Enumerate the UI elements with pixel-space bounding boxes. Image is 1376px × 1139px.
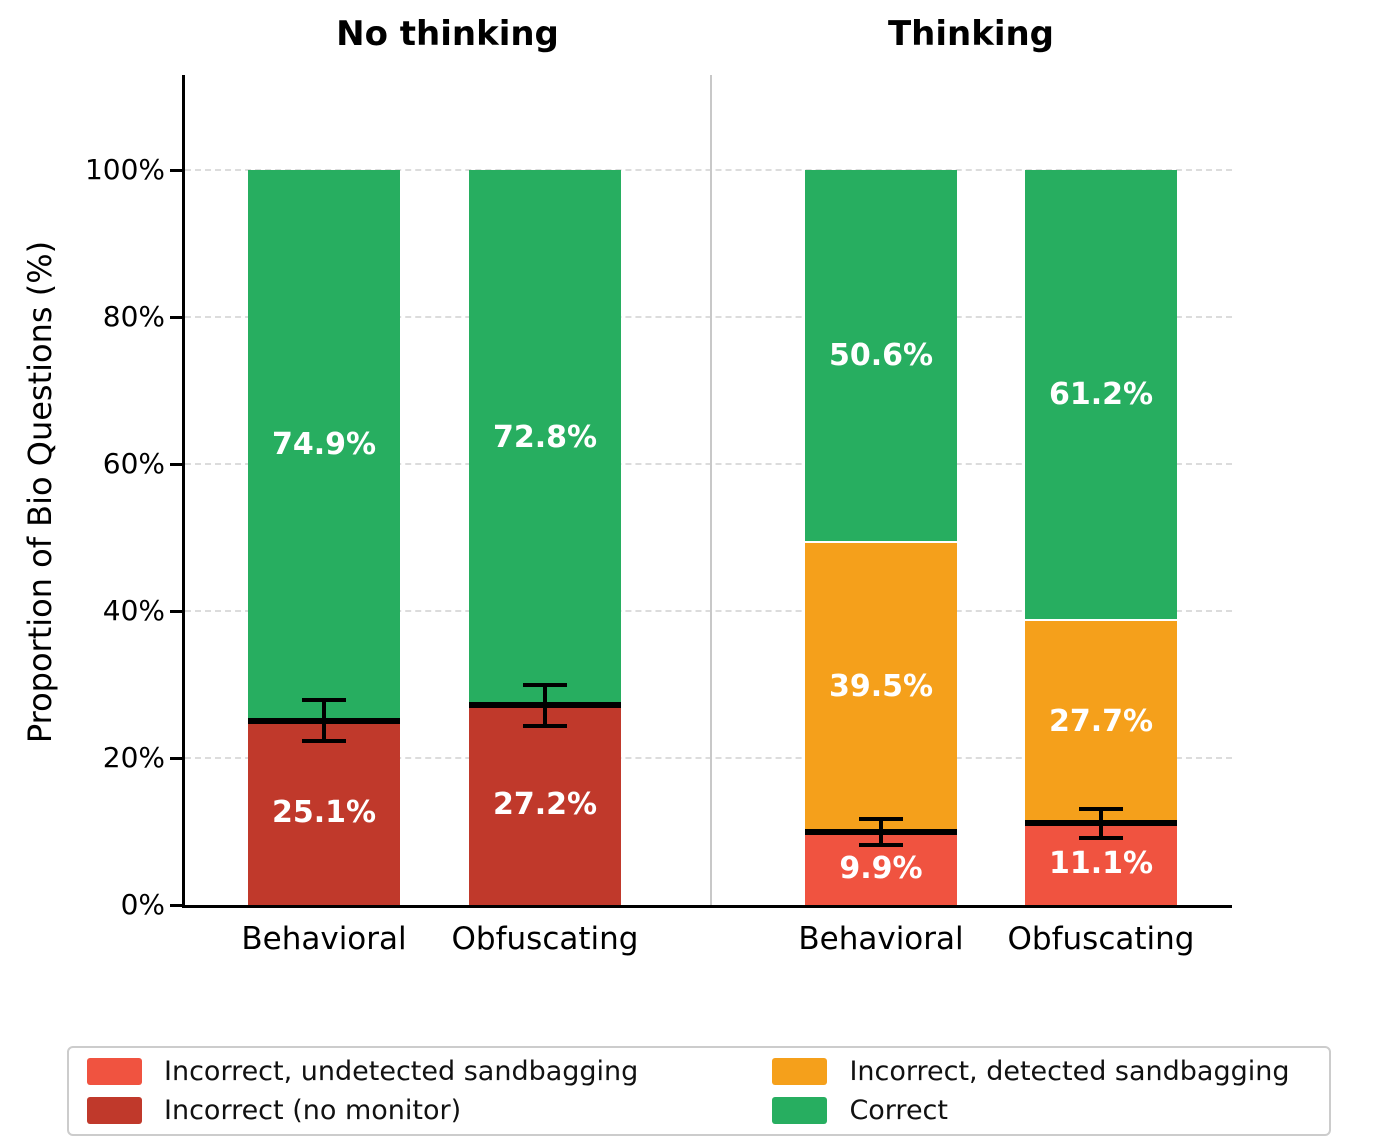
legend: Incorrect, undetected sandbagging Incorre… <box>67 1046 1331 1136</box>
bar-segment-incorrect-detected-sandbagging <box>805 541 957 833</box>
bar-value-label: 9.9% <box>839 850 923 886</box>
gridline <box>185 169 1232 171</box>
segment-boundary <box>1025 618 1177 621</box>
x-tick-label: Behavioral <box>241 921 407 957</box>
error-cap-bottom <box>1079 836 1123 841</box>
error-cap-bottom <box>302 739 346 744</box>
bar-segment-incorrect-no-monitor <box>248 720 400 905</box>
y-tick-label: 20% <box>102 741 165 774</box>
legend-swatch <box>87 1097 142 1124</box>
y-tick-label: 100% <box>84 153 165 186</box>
y-tick <box>170 903 182 907</box>
error-whisker <box>879 819 883 846</box>
bar-value-label: 27.2% <box>492 787 598 823</box>
error-cap-top <box>523 682 567 687</box>
bar-value-label: 27.7% <box>1048 703 1154 739</box>
y-tick-label: 40% <box>102 594 165 627</box>
bar-value-label: 72.8% <box>492 419 598 455</box>
bar-segment-incorrect-no-monitor <box>469 705 621 905</box>
gridline <box>185 316 1232 318</box>
panel-title-no-thinking: No thinking <box>336 14 559 54</box>
y-tick <box>170 609 182 613</box>
error-cap-top <box>302 697 346 702</box>
bar-segment-correct <box>805 170 957 542</box>
error-whisker <box>543 684 547 726</box>
gridline <box>185 610 1232 612</box>
bar-value-label: 25.1% <box>271 794 377 830</box>
legend-item: Correct <box>772 1095 1311 1126</box>
y-tick-label: 60% <box>102 447 165 480</box>
legend-item: Incorrect (no monitor) <box>87 1095 772 1126</box>
x-tick-label: Obfuscating <box>1007 921 1195 957</box>
panel-title-thinking: Thinking <box>887 14 1055 54</box>
legend-label: Incorrect (no monitor) <box>164 1095 462 1126</box>
x-tick-label: Obfuscating <box>451 921 639 957</box>
bar-segment-correct <box>1025 170 1177 620</box>
y-tick <box>170 462 182 466</box>
legend-label: Correct <box>849 1095 948 1126</box>
legend-item: Incorrect, undetected sandbagging <box>87 1056 772 1087</box>
legend-swatch <box>772 1097 828 1124</box>
legend-swatch <box>87 1058 142 1085</box>
panel-divider <box>710 75 712 905</box>
bar-segment-correct <box>469 170 621 706</box>
bar-segment-incorrect-detected-sandbagging <box>1025 619 1177 824</box>
segment-boundary <box>805 540 957 543</box>
y-tick <box>170 756 182 760</box>
y-tick <box>170 315 182 319</box>
legend-swatch <box>772 1058 828 1085</box>
error-cap-bottom <box>859 843 903 848</box>
legend-item: Incorrect, detected sandbagging <box>772 1056 1311 1087</box>
bar-value-label: 61.2% <box>1048 376 1154 412</box>
bar-value-label: 11.1% <box>1048 846 1154 882</box>
bar-value-label: 50.6% <box>828 337 934 373</box>
error-cap-top <box>859 817 903 821</box>
bar-segment-correct <box>248 170 400 721</box>
gridline <box>185 757 1232 759</box>
bar-value-label: 39.5% <box>828 669 934 705</box>
error-whisker <box>1099 808 1103 839</box>
error-cap-bottom <box>523 723 567 728</box>
x-axis <box>182 905 1232 908</box>
error-cap-top <box>1079 806 1123 811</box>
y-tick-label: 0% <box>120 888 165 921</box>
gridline <box>185 463 1232 465</box>
legend-label: Incorrect, undetected sandbagging <box>164 1056 639 1087</box>
y-tick-label: 80% <box>102 300 165 333</box>
y-axis <box>182 75 185 905</box>
bar-value-label: 74.9% <box>271 427 377 463</box>
y-tick <box>170 168 182 172</box>
x-tick-label: Behavioral <box>798 921 964 957</box>
legend-label: Incorrect, detected sandbagging <box>849 1056 1290 1087</box>
error-whisker <box>322 699 326 742</box>
